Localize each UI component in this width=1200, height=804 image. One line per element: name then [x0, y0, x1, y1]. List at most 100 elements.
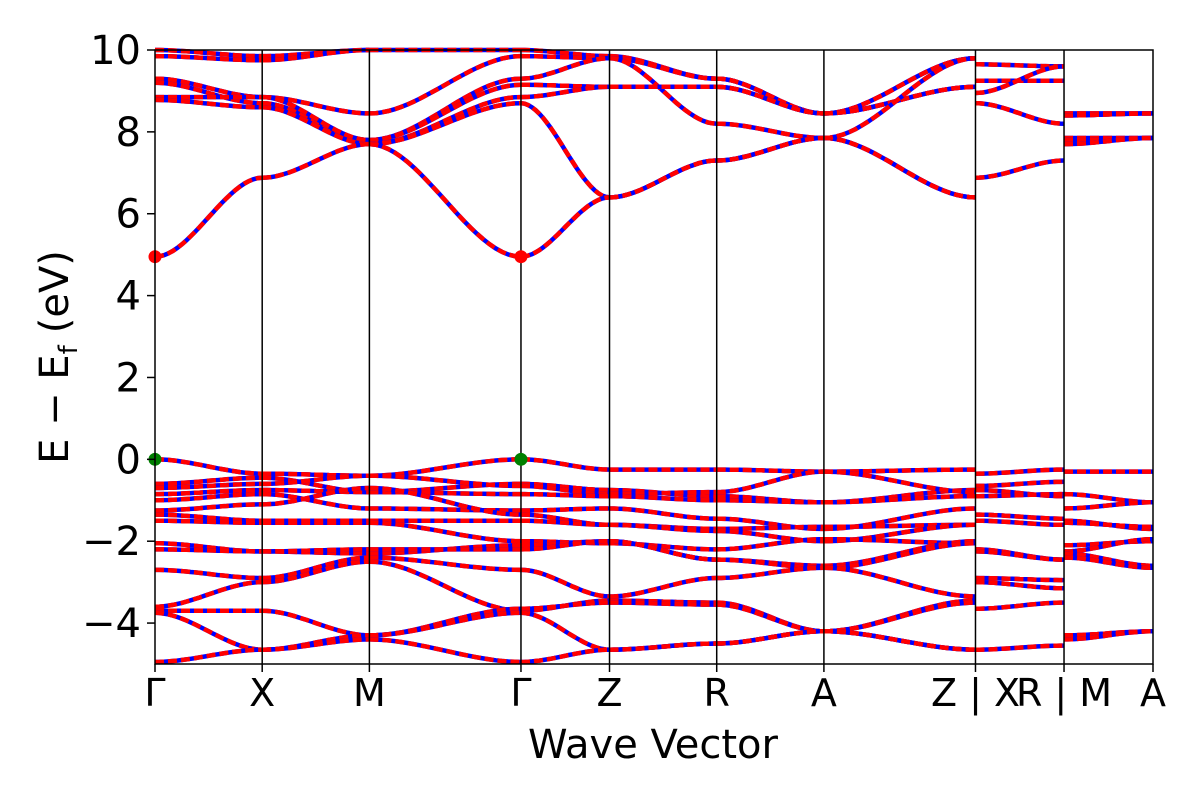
band-line-red — [154, 610, 263, 652]
band-line-red — [716, 467, 824, 474]
band-line-red — [609, 158, 717, 200]
vbm-marker — [514, 452, 528, 466]
band-line-blue — [369, 637, 522, 665]
band-line-red — [975, 158, 1065, 180]
band-line-red — [262, 485, 370, 507]
band-line-red — [520, 84, 610, 100]
band-line-red — [520, 518, 610, 528]
band-line-red — [975, 518, 1064, 528]
band-line-red — [716, 629, 824, 646]
bands-layer — [154, 47, 1154, 665]
band-line-red — [262, 487, 370, 495]
y-tick-label: 8 — [116, 110, 141, 156]
y-tick-label: 4 — [116, 274, 141, 320]
band-segment-X-R — [975, 62, 1065, 652]
band-line-red — [369, 100, 522, 147]
band-line-blue — [823, 629, 976, 652]
band-line-blue — [823, 600, 976, 634]
band-line-red — [520, 483, 610, 497]
band-line-red — [369, 53, 522, 116]
band-line-blue — [369, 610, 522, 638]
band-line-red — [262, 608, 370, 638]
x-tick-label: M — [353, 671, 386, 715]
band-segment-Γ-Z — [520, 47, 610, 665]
band-line-red — [369, 141, 522, 259]
band-line-red — [155, 547, 263, 554]
band-line-red — [520, 100, 610, 200]
band-line-red — [975, 549, 1064, 562]
band-line-red — [716, 565, 824, 581]
band-line-red — [520, 55, 610, 81]
y-tick-label: −2 — [82, 519, 141, 565]
band-line-red — [520, 538, 610, 552]
band-line-red — [154, 80, 263, 106]
band-segment-M-A — [1063, 111, 1154, 642]
y-axis-label-unit: (eV) — [32, 250, 78, 333]
band-line-red — [369, 76, 522, 143]
band-line-red — [716, 536, 824, 552]
band-line-red — [716, 469, 824, 495]
band-segment-R-A — [716, 76, 824, 646]
x-tick-label: R — [704, 671, 730, 715]
band-line-red — [1064, 629, 1153, 642]
band-line-red — [369, 559, 522, 614]
band-line-red — [155, 502, 263, 513]
axes-frame — [154, 49, 1154, 665]
band-line-blue — [369, 485, 522, 517]
cbm-marker — [514, 250, 528, 264]
band-line-red — [609, 55, 717, 81]
x-tick-label: Γ — [510, 671, 531, 715]
band-line-red — [521, 512, 610, 528]
band-line-red — [262, 471, 370, 478]
band-line-red — [1064, 555, 1153, 571]
band-segment-Z-R — [609, 53, 717, 652]
band-line-red — [262, 547, 370, 554]
band-line-red — [1064, 536, 1153, 554]
y-tick-label: 2 — [116, 355, 141, 401]
y-axis-label-subscript: f — [54, 344, 84, 354]
band-line-red — [262, 141, 370, 180]
band-line-red — [1064, 111, 1154, 118]
band-line-red — [1063, 491, 1153, 505]
band-line-red — [520, 567, 610, 599]
band-line-red — [154, 540, 263, 554]
x-axis-ticks: Γ X M Γ Z R A Z | XR | M A — [144, 664, 1166, 716]
kpoint-lines — [261, 50, 1065, 664]
band-line-red — [262, 94, 370, 143]
band-segment-Γ-X — [154, 47, 263, 665]
band-line-red — [520, 610, 610, 652]
band-line-red — [520, 647, 610, 665]
band-segment-X-M — [262, 47, 370, 652]
band-line-red — [154, 457, 263, 476]
x-axis-label: Wave Vector — [528, 722, 779, 768]
band-line-red — [155, 475, 263, 487]
x-tick-label: A — [1140, 671, 1166, 715]
band-line-red — [262, 475, 370, 495]
band-line-red — [975, 643, 1064, 652]
band-line-red — [823, 55, 976, 141]
band-line-red — [975, 512, 1064, 521]
band-segment-M-Γ — [369, 47, 522, 665]
band-line-red — [262, 491, 370, 511]
band-line-red — [520, 457, 610, 472]
band-line-red — [521, 506, 610, 513]
band-line-red — [609, 575, 717, 599]
band-line-blue — [369, 555, 522, 573]
band-line-red — [975, 491, 1064, 499]
x-tick-label: R | M — [1016, 671, 1112, 716]
band-line-red — [262, 47, 370, 63]
y-tick-label: −4 — [82, 601, 141, 647]
band-line-red — [975, 64, 1065, 96]
band-line-red — [716, 84, 824, 116]
y-axis-label-main: E − E — [32, 354, 78, 464]
y-tick-label: 10 — [90, 28, 141, 74]
band-line-blue — [369, 506, 521, 513]
band-line-blue — [369, 520, 522, 544]
band-line-red — [609, 493, 717, 503]
band-line-red — [975, 579, 1065, 591]
band-line-red — [155, 487, 263, 497]
band-line-red — [154, 647, 263, 665]
x-tick-label: X — [249, 671, 275, 715]
